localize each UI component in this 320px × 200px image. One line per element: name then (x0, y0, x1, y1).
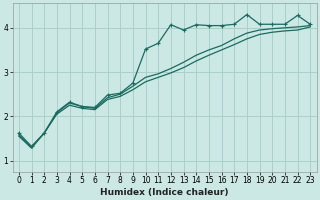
X-axis label: Humidex (Indice chaleur): Humidex (Indice chaleur) (100, 188, 229, 197)
